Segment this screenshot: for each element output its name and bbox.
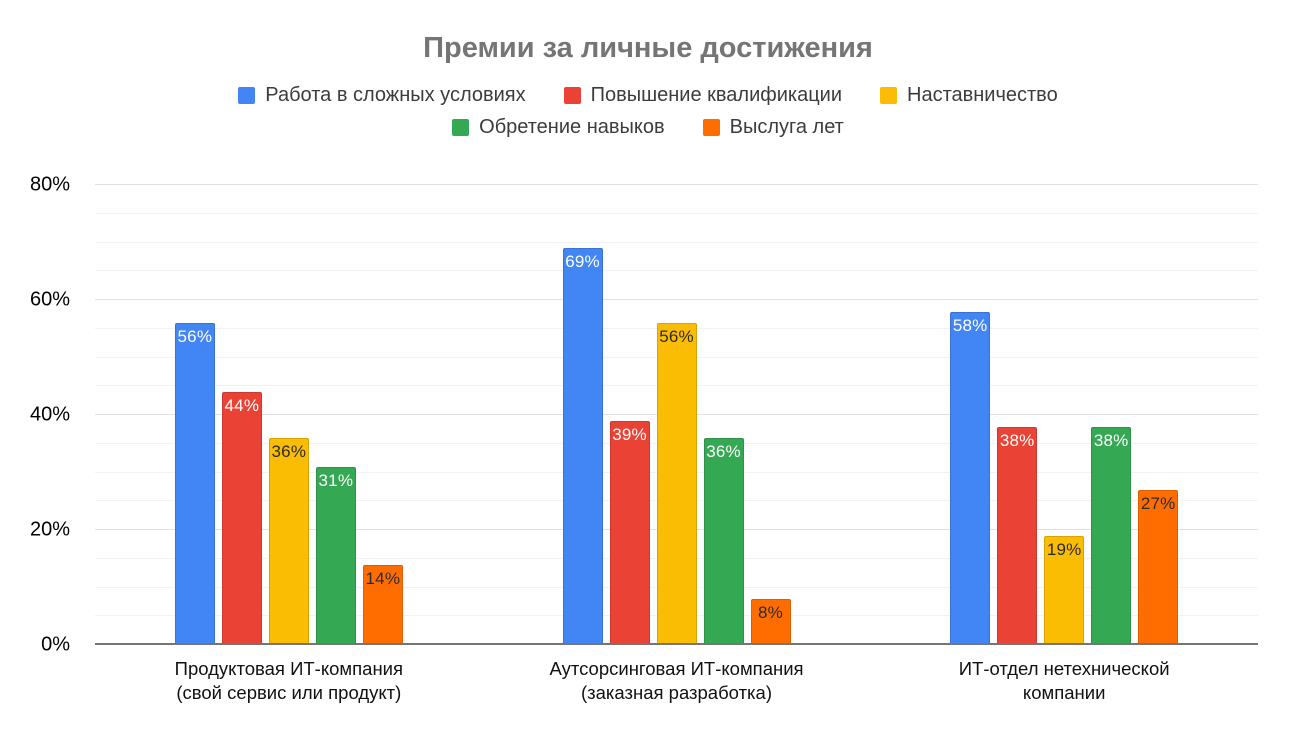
bar-value-label: 36% bbox=[271, 442, 307, 461]
legend-item-skill-acquisition: Обретение навыков bbox=[452, 116, 665, 139]
legend: Работа в сложных условиях Повышение квал… bbox=[0, 84, 1296, 139]
bar-value-label: 31% bbox=[318, 470, 354, 490]
legend-swatch-icon bbox=[880, 87, 898, 104]
bar-value-label: 58% bbox=[952, 315, 988, 335]
bar-skill-acquisition: 38% bbox=[1091, 426, 1132, 645]
legend-swatch-icon bbox=[563, 87, 581, 104]
plot-area: 56% 44% 36% 31% 14% 69% 39% 56% 36% 8% 58% 38% 19% 38… bbox=[95, 184, 1258, 645]
bar-qualification-improvement: 44% bbox=[221, 392, 262, 645]
bar-group-3: 58% 38% 19% 38% 27% bbox=[870, 185, 1258, 645]
bar-seniority: 27% bbox=[1138, 489, 1179, 645]
legend-row-2: Обретение навыков Выслуга лет bbox=[452, 116, 844, 139]
bar-value-label: 27% bbox=[1140, 493, 1176, 513]
bar-qualification-improvement: 39% bbox=[609, 420, 650, 645]
x-axis-category-labels: Продуктовая ИТ-компания (свой сервис или… bbox=[95, 657, 1258, 705]
bar-seniority: 8% bbox=[750, 599, 791, 645]
bar-groups: 56% 44% 36% 31% 14% 69% 39% 56% 36% 8% 58% 38% 19% 38… bbox=[95, 185, 1258, 645]
category-label-1: Продуктовая ИТ-компания (свой сервис или… bbox=[174, 658, 404, 704]
bar-value-label: 19% bbox=[1046, 539, 1082, 559]
y-tick-label-40: 40% bbox=[29, 403, 70, 426]
legend-item-qualification-improvement: Повышение квалификации bbox=[563, 84, 843, 107]
legend-row-1: Работа в сложных условиях Повышение квал… bbox=[238, 84, 1058, 107]
bar-value-label: 8% bbox=[758, 603, 783, 622]
legend-label: Работа в сложных условиях bbox=[265, 84, 526, 106]
bar-value-label: 14% bbox=[365, 568, 401, 588]
chart-title: Премии за личные достижения bbox=[423, 32, 873, 64]
legend-swatch-icon bbox=[452, 119, 470, 136]
legend-item-mentorship: Наставничество bbox=[880, 84, 1058, 107]
y-tick-label-0: 0% bbox=[41, 633, 70, 656]
legend-label: Выслуга лет bbox=[729, 116, 844, 138]
category-label-3: ИТ-отдел нетехнической компании bbox=[958, 658, 1170, 704]
category-label-2: Аутсорсинговая ИТ-компания (заказная раз… bbox=[549, 658, 804, 704]
gridline-80 bbox=[95, 184, 1258, 185]
legend-swatch-icon bbox=[238, 87, 256, 104]
bar-value-label: 56% bbox=[659, 327, 694, 346]
legend-swatch-icon bbox=[702, 119, 720, 136]
bar-difficult-conditions: 58% bbox=[950, 311, 991, 645]
bar-group-2: 69% 39% 56% 36% 8% bbox=[483, 185, 871, 645]
bar-difficult-conditions: 56% bbox=[174, 323, 215, 645]
bar-mentorship: 19% bbox=[1044, 535, 1085, 645]
bar-qualification-improvement: 38% bbox=[997, 426, 1038, 645]
bar-value-label: 36% bbox=[706, 442, 741, 461]
bar-difficult-conditions: 69% bbox=[562, 248, 603, 645]
bar-value-label: 56% bbox=[177, 327, 213, 346]
x-axis-line bbox=[95, 643, 1258, 645]
gridline-75 bbox=[95, 212, 1258, 214]
y-tick-label-80: 80% bbox=[29, 173, 70, 196]
y-tick-label-60: 60% bbox=[29, 288, 70, 311]
legend-label: Наставничество bbox=[907, 84, 1058, 106]
bar-value-label: 38% bbox=[1093, 430, 1129, 450]
y-axis: 0% 20% 40% 60% 80% bbox=[0, 174, 80, 656]
bar-mentorship: 36% bbox=[268, 438, 309, 645]
gridline-70 bbox=[95, 241, 1258, 243]
bar-group-1: 56% 44% 36% 31% 14% bbox=[95, 185, 483, 645]
bar-skill-acquisition: 36% bbox=[703, 438, 744, 645]
legend-item-seniority: Выслуга лет bbox=[702, 116, 844, 139]
bar-value-label: 44% bbox=[224, 396, 260, 415]
legend-item-difficult-conditions: Работа в сложных условиях bbox=[238, 84, 526, 107]
gridline-65 bbox=[95, 270, 1258, 272]
gridline-60 bbox=[95, 299, 1258, 300]
legend-label: Повышение квалификации bbox=[590, 84, 843, 106]
bar-value-label: 69% bbox=[565, 252, 600, 272]
bar-value-label: 39% bbox=[612, 424, 647, 444]
bar-mentorship: 56% bbox=[656, 323, 697, 645]
bar-value-label: 38% bbox=[999, 430, 1035, 450]
legend-label: Обретение навыков bbox=[479, 116, 665, 138]
bar-skill-acquisition: 31% bbox=[315, 466, 356, 645]
bar-seniority: 14% bbox=[362, 564, 403, 645]
y-tick-label-20: 20% bbox=[29, 518, 70, 541]
